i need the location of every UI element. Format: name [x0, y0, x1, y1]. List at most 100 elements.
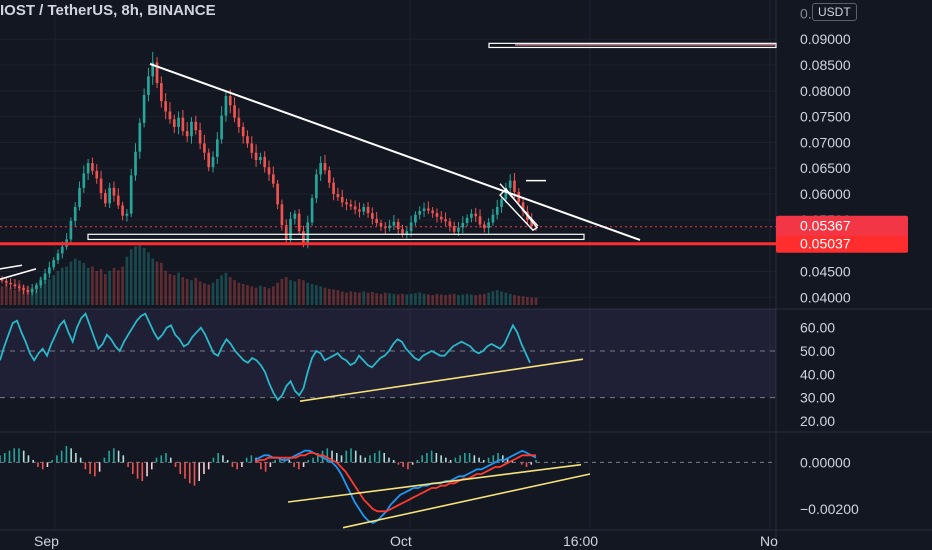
volume-bar [194, 277, 198, 305]
volume-bar [168, 274, 172, 305]
candle-body [310, 198, 314, 223]
macd-trendline-upper [287, 463, 582, 503]
price-candles [0, 51, 538, 296]
trend-drawings [0, 42, 777, 280]
candle-body [336, 194, 340, 198]
candle-body [241, 126, 245, 137]
volume-bar [284, 277, 288, 305]
time-tick-label: Sep [34, 533, 59, 549]
currency-button[interactable]: USDT [812, 3, 857, 21]
candle-body [392, 221, 396, 226]
candle-body [108, 187, 111, 204]
candle-body [185, 131, 189, 137]
volume-bar [405, 294, 409, 305]
candle-body [439, 216, 443, 220]
volume-bar [526, 296, 529, 305]
candle-body [228, 95, 232, 106]
candle-body [431, 210, 434, 214]
candle-body [293, 213, 297, 219]
price-tick-label: 0.07000 [800, 134, 851, 150]
volume-bar [43, 281, 47, 305]
candle-body [306, 222, 310, 244]
candle-body [215, 139, 219, 157]
wedge-drawing [499, 187, 539, 232]
volume-bar [142, 247, 146, 305]
candle-body [401, 229, 404, 235]
candle-body [521, 202, 525, 212]
volume-bar [427, 294, 430, 305]
candle-body [271, 174, 275, 184]
volume-bar [457, 295, 460, 305]
volume-bar [121, 266, 124, 305]
volume-bar [4, 283, 8, 305]
volume-bar [237, 282, 241, 305]
candle-body [224, 95, 228, 116]
chart-title: IOST / TetherUS, 8h, BINANCE [0, 2, 216, 19]
rsi-pane [0, 309, 776, 402]
macd-tick-label: 0.00000 [800, 454, 851, 470]
candle-body [383, 226, 387, 229]
candle-body [435, 213, 439, 217]
volume-bar [9, 287, 12, 305]
volume-bar [0, 286, 4, 305]
left-line-2 [0, 264, 23, 270]
time-axis[interactable]: Sep Oct 16:00 No [34, 533, 778, 549]
candle-body [349, 204, 353, 207]
rsi-tick-label: 20.00 [800, 413, 835, 429]
candle-body [461, 222, 465, 228]
volume-bar [134, 246, 137, 305]
candle-body [366, 206, 370, 214]
candle-body [52, 260, 56, 268]
price-tick-label: 0.06000 [800, 186, 851, 202]
candle-body [405, 231, 409, 235]
volume-bar [220, 275, 223, 305]
candle-body [56, 253, 60, 261]
volume-bar [65, 266, 68, 305]
candle-body [487, 222, 490, 229]
candle-body [177, 117, 180, 127]
candle-body [237, 117, 241, 127]
candle-body [147, 76, 150, 95]
candle-body [362, 206, 366, 212]
candle-body [396, 221, 400, 230]
volume-bar [452, 293, 456, 305]
volume-bars [0, 243, 538, 305]
volume-bar [353, 291, 357, 305]
volume-bar [280, 278, 284, 305]
volume-bar [508, 293, 512, 305]
candle-body [129, 175, 133, 214]
volume-bar [349, 291, 353, 305]
candle-body [69, 220, 73, 240]
candle-body [332, 182, 335, 195]
time-tick-label: Oct [390, 533, 412, 549]
volume-bar [315, 285, 318, 305]
volume-bar [495, 290, 499, 305]
volume-bar [17, 280, 21, 305]
volume-bar [35, 283, 38, 305]
candle-body [203, 143, 206, 153]
candle-body [4, 280, 8, 283]
candle-body [13, 284, 17, 287]
volume-bar [534, 297, 538, 305]
volume-bar [448, 294, 452, 305]
volume-bar [91, 266, 94, 305]
descending-trendline [149, 63, 641, 241]
volume-bar [147, 252, 150, 305]
candle-body [22, 287, 25, 291]
volume-bar [375, 293, 378, 305]
macd-pane [0, 446, 776, 529]
volume-bar [190, 280, 193, 305]
candle-body [168, 111, 172, 120]
volume-bar [155, 261, 159, 305]
volume-bar [250, 286, 254, 305]
candle-body [457, 227, 460, 232]
support-price-value: 0.05037 [800, 236, 851, 252]
volume-bar [401, 293, 404, 305]
candle-body [211, 156, 215, 168]
price-tick-label: 0.07500 [800, 109, 851, 125]
price-axis[interactable]: 0.09000 0.08500 0.08000 0.07500 0.07000 0.065… [776, 5, 908, 517]
volume-bar [435, 293, 439, 305]
volume-bar [228, 277, 232, 305]
